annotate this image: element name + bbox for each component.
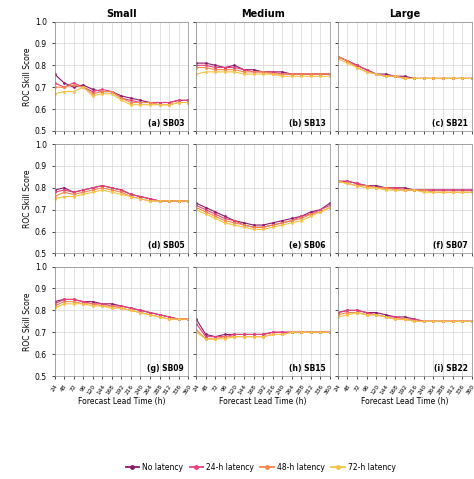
Y-axis label: ROC Skill Score: ROC Skill Score xyxy=(23,292,32,351)
Text: (f) SB07: (f) SB07 xyxy=(433,241,468,250)
X-axis label: Forecast Lead Time (h): Forecast Lead Time (h) xyxy=(361,397,448,406)
Y-axis label: ROC Skill Score: ROC Skill Score xyxy=(23,170,32,228)
Text: (b) SB13: (b) SB13 xyxy=(289,119,326,128)
Text: (a) SB03: (a) SB03 xyxy=(148,119,184,128)
Text: (i) SB22: (i) SB22 xyxy=(434,364,468,373)
Text: (h) SB15: (h) SB15 xyxy=(289,364,326,373)
X-axis label: Forecast Lead Time (h): Forecast Lead Time (h) xyxy=(78,397,165,406)
Text: (e) SB06: (e) SB06 xyxy=(290,241,326,250)
Text: (c) SB21: (c) SB21 xyxy=(432,119,468,128)
Title: Large: Large xyxy=(389,10,420,19)
Legend: No latency, 24-h latency, 48-h latency, 72-h latency: No latency, 24-h latency, 48-h latency, … xyxy=(123,460,399,475)
Title: Small: Small xyxy=(106,10,137,19)
X-axis label: Forecast Lead Time (h): Forecast Lead Time (h) xyxy=(219,397,307,406)
Y-axis label: ROC Skill Score: ROC Skill Score xyxy=(23,47,32,105)
Text: (d) SB05: (d) SB05 xyxy=(147,241,184,250)
Text: (g) SB09: (g) SB09 xyxy=(147,364,184,373)
Title: Medium: Medium xyxy=(241,10,285,19)
